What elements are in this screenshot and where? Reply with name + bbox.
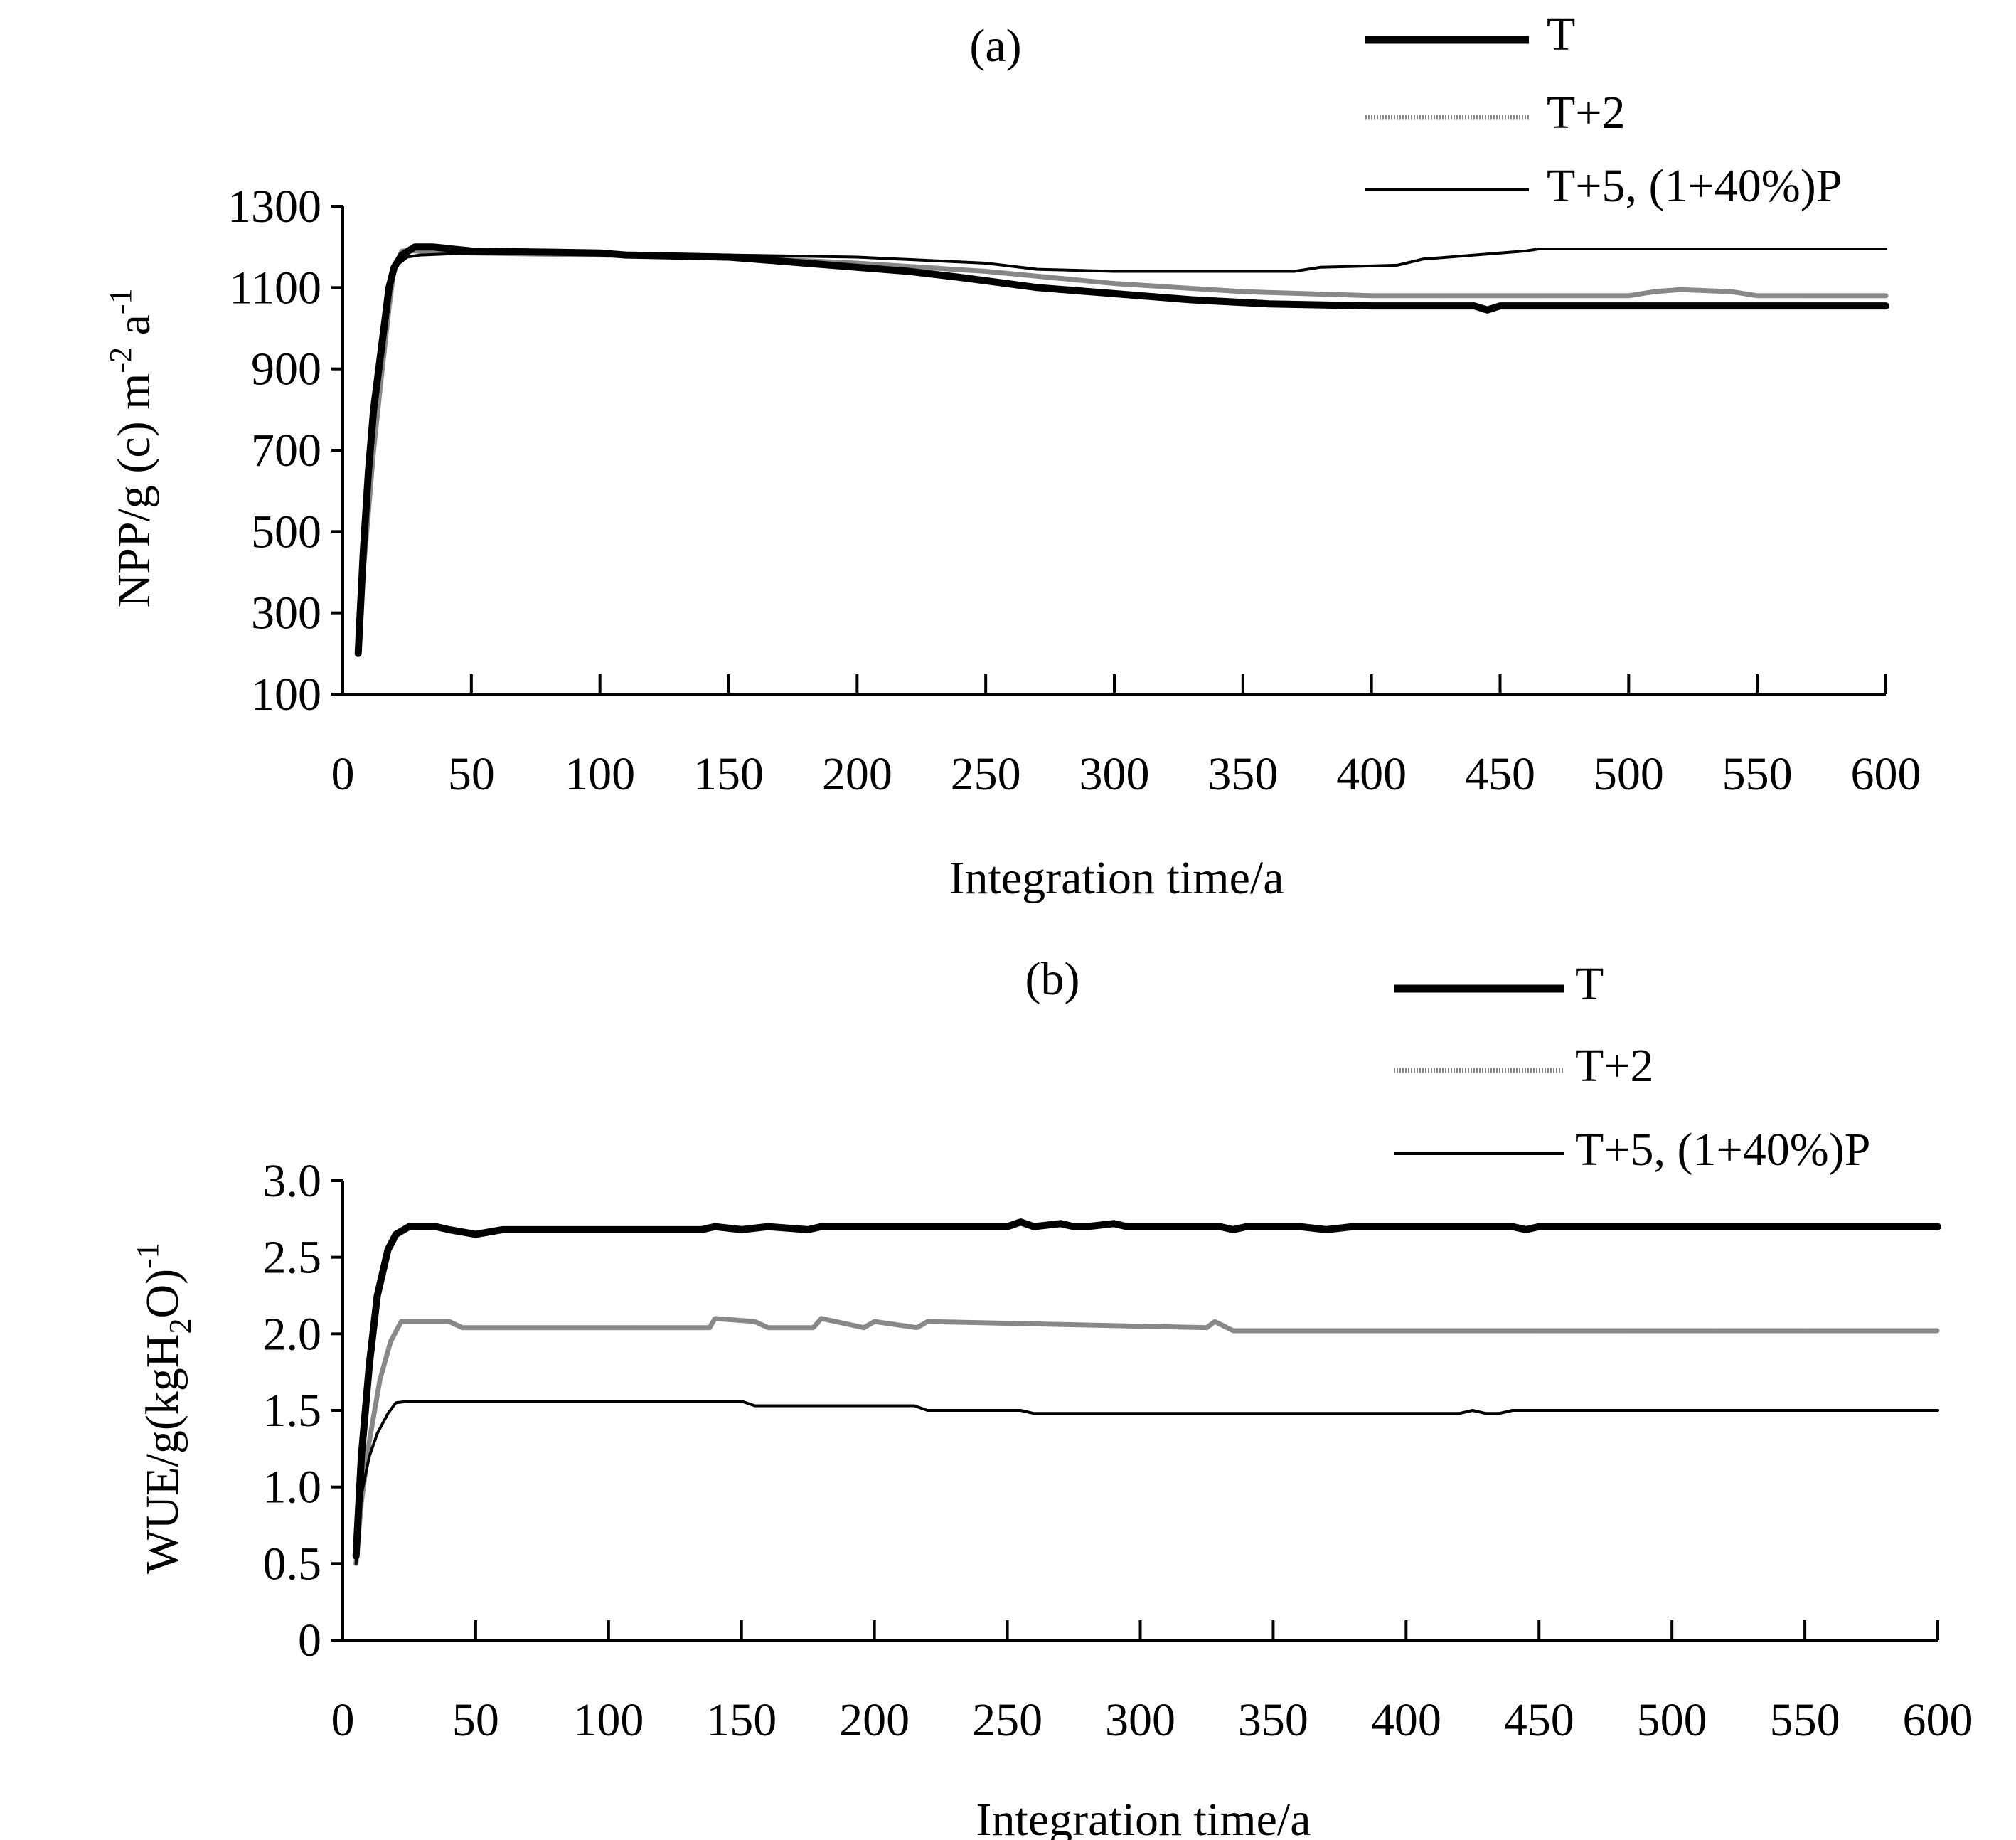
wue-chart-panel: (b) T T+2 T+5, (1+40%)P 0 0.5 1.0 1.5 2.0 2.5… <box>130 953 1973 1840</box>
y-tick-label: 0 <box>298 1615 321 1666</box>
x-tick-label: 500 <box>1594 748 1664 800</box>
npp-x-axis-title: Integration time/a <box>949 852 1284 904</box>
x-tick-label: 250 <box>951 748 1021 800</box>
x-tick-label: 100 <box>565 748 635 800</box>
npp-axes: 100 300 500 700 900 1100 1300 0 50 100 150 200 250 3… <box>228 181 1921 800</box>
legend-label-t2-b: T+2 <box>1575 1040 1654 1092</box>
y-tick-label: 700 <box>251 425 321 477</box>
x-tick-label: 250 <box>972 1694 1042 1746</box>
y-tick-label: 500 <box>251 506 321 558</box>
x-tick-label: 50 <box>448 748 495 800</box>
x-tick-label: 400 <box>1336 748 1407 800</box>
series-line-t <box>352 1218 1941 1560</box>
panel-b-label: (b) <box>1025 953 1080 1005</box>
wue-legend: T T+2 T+5, (1+40%)P <box>1394 958 1870 1176</box>
wue-y-axis-title: WUE/g(kgH2O)-1 <box>130 1243 198 1574</box>
x-tick-label: 200 <box>839 1694 910 1746</box>
npp-y-axis-title: NPP/g (c) m-2 a-1 <box>103 288 160 607</box>
x-tick-label: 300 <box>1079 748 1150 800</box>
y-tick-label: 2.0 <box>263 1308 322 1360</box>
y-tick-label: 1300 <box>228 181 321 233</box>
wue-x-axis-title: Integration time/a <box>976 1794 1311 1840</box>
x-tick-label: 600 <box>1851 748 1921 800</box>
y-tick-label: 900 <box>251 344 321 395</box>
npp-legend: T T+2 T+5, (1+40%)P <box>1365 9 1842 212</box>
y-tick-label: 1.5 <box>263 1385 322 1437</box>
y-tick-label: 1100 <box>229 262 321 314</box>
x-tick-label: 150 <box>693 748 764 800</box>
y-tick-label: 0.5 <box>263 1538 322 1590</box>
panel-a-label: (a) <box>969 20 1021 72</box>
x-tick-label: 150 <box>706 1694 777 1746</box>
series-line-t-5-1-40-p <box>354 1400 1939 1565</box>
y-tick-label: 100 <box>251 669 321 720</box>
x-tick-label: 50 <box>452 1694 499 1746</box>
series-line-t <box>354 243 1889 657</box>
legend-label-t5-b: T+5, (1+40%)P <box>1575 1124 1870 1176</box>
x-tick-label: 350 <box>1207 748 1278 800</box>
legend-label-t: T <box>1547 9 1575 60</box>
y-tick-label: 3.0 <box>263 1155 322 1207</box>
legend-label-t2: T+2 <box>1547 87 1626 139</box>
y-tick-label: 2.5 <box>263 1232 322 1284</box>
y-tick-label: 1.0 <box>263 1462 322 1514</box>
legend-label-t5: T+5, (1+40%)P <box>1547 160 1842 212</box>
npp-series-group <box>354 243 1889 657</box>
x-tick-label: 450 <box>1504 1694 1574 1746</box>
x-tick-label: 550 <box>1722 748 1793 800</box>
x-tick-label: 0 <box>331 1694 355 1746</box>
y-tick-label: 300 <box>251 587 321 639</box>
x-tick-label: 550 <box>1770 1694 1840 1746</box>
x-tick-label: 600 <box>1903 1694 1973 1746</box>
wue-axes: 0 0.5 1.0 1.5 2.0 2.5 3.0 0 50 100 150 200 250 300 35… <box>263 1155 1973 1746</box>
x-tick-label: 500 <box>1637 1694 1707 1746</box>
x-tick-label: 100 <box>573 1694 644 1746</box>
x-tick-label: 0 <box>331 748 355 800</box>
legend-label-t-b: T <box>1575 958 1604 1010</box>
npp-chart-panel: (a) T T+2 T+5, (1+40%)P 1003005007009001… <box>103 9 1921 904</box>
x-tick-label: 200 <box>822 748 892 800</box>
series-line-t-2 <box>353 1316 1941 1566</box>
wue-series-group <box>352 1218 1941 1566</box>
x-tick-label: 450 <box>1465 748 1535 800</box>
x-tick-label: 300 <box>1105 1694 1175 1746</box>
x-tick-label: 400 <box>1371 1694 1441 1746</box>
x-tick-label: 350 <box>1238 1694 1308 1746</box>
